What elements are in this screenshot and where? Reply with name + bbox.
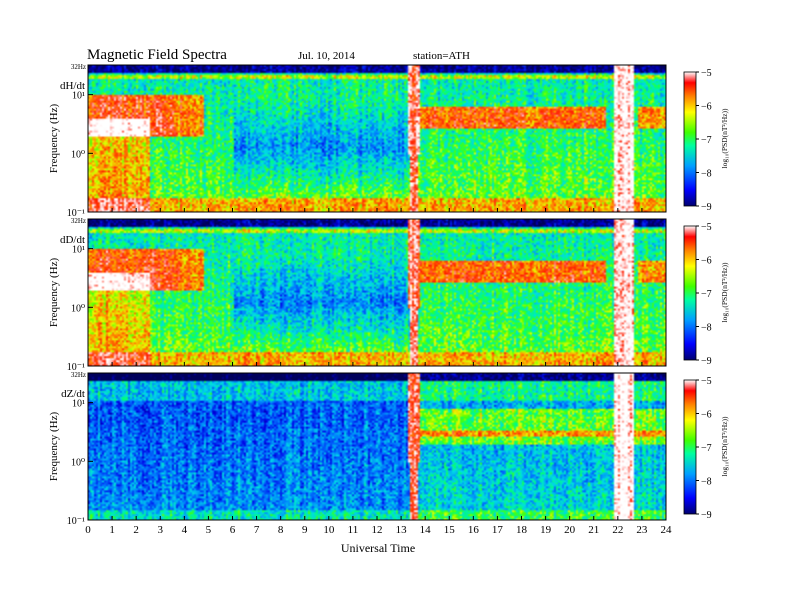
colorbar-tick-label: −9 bbox=[701, 202, 712, 213]
colorbar-scale bbox=[683, 379, 697, 515]
colorbar-label: log₁₀(PSD(nT²/Hz)) bbox=[720, 108, 729, 168]
x-tick-label: 16 bbox=[468, 524, 480, 536]
x-axis-label: Universal Time bbox=[341, 541, 415, 555]
colorbar-tick-label: −5 bbox=[701, 376, 712, 387]
x-tick-label: 9 bbox=[302, 524, 308, 536]
colorbar-tick-label: −6 bbox=[701, 410, 712, 421]
x-tick-label: 12 bbox=[372, 524, 383, 536]
y-tick-label: 10⁻¹ bbox=[67, 362, 85, 373]
colorbar-tick-label: −5 bbox=[701, 222, 712, 233]
colorbar-tick-label: −8 bbox=[701, 477, 712, 488]
x-tick-label: 5 bbox=[206, 524, 212, 536]
y-tick-label: 10⁰ bbox=[71, 457, 85, 468]
x-tick-label: 21 bbox=[588, 524, 599, 536]
y-axis-label: Frequency (Hz) bbox=[48, 258, 60, 328]
colorbar-label: log₁₀(PSD(nT²/Hz)) bbox=[720, 416, 729, 476]
x-tick-label: 23 bbox=[636, 524, 648, 536]
colorbar-tick-label: −6 bbox=[701, 256, 712, 267]
colorbar-tick-label: −9 bbox=[701, 510, 712, 521]
colorbar-scale bbox=[683, 71, 697, 207]
y-tick-label: 10⁰ bbox=[71, 303, 85, 314]
y-tick-label: 10⁰ bbox=[71, 149, 85, 160]
spectrogram-image bbox=[88, 65, 666, 212]
panel-label: dZ/dt bbox=[61, 388, 85, 400]
figure-title: Magnetic Field Spectra bbox=[87, 47, 227, 63]
x-tick-label: 11 bbox=[348, 524, 359, 536]
figure-station: station=ATH bbox=[413, 50, 470, 62]
y-axis-label: Frequency (Hz) bbox=[48, 412, 60, 482]
y-tick-label: 10¹ bbox=[72, 245, 85, 256]
y-tick-label: 10⁻¹ bbox=[67, 516, 85, 527]
x-tick-label: 13 bbox=[396, 524, 408, 536]
x-tick-label: 1 bbox=[109, 524, 115, 536]
y-tick-label: 10¹ bbox=[72, 399, 85, 410]
x-tick-label: 4 bbox=[182, 524, 188, 536]
colorbar-tick-label: −8 bbox=[701, 169, 712, 180]
colorbar: −5 −6 −7 −8 −9 log₁₀(PSD(nT²/Hz)) bbox=[683, 222, 729, 367]
colorbar-tick-label: −7 bbox=[701, 289, 712, 300]
top-frequency-label: 32Hz bbox=[71, 63, 86, 71]
y-axis-label: Frequency (Hz) bbox=[48, 104, 60, 174]
colorbar: −5 −6 −7 −8 −9 log₁₀(PSD(nT²/Hz)) bbox=[683, 68, 729, 213]
colorbar-label: log₁₀(PSD(nT²/Hz)) bbox=[720, 262, 729, 322]
x-tick-label: 14 bbox=[420, 524, 432, 536]
x-tick-label: 6 bbox=[230, 524, 236, 536]
colorbar-tick-label: −7 bbox=[701, 443, 712, 454]
x-tick-label: 7 bbox=[254, 524, 260, 536]
top-frequency-label: 32Hz bbox=[71, 371, 86, 379]
x-tick-label: 22 bbox=[612, 524, 623, 536]
x-tick-label: 18 bbox=[516, 524, 528, 536]
colorbar-tick-label: −7 bbox=[701, 135, 712, 146]
x-tick-label: 2 bbox=[133, 524, 139, 536]
panel-label: dD/dt bbox=[60, 234, 85, 246]
x-tick-label: 20 bbox=[564, 524, 576, 536]
spectrogram-image bbox=[88, 219, 666, 366]
x-tick-label: 17 bbox=[492, 524, 504, 536]
x-tick-label: 19 bbox=[540, 524, 552, 536]
colorbar-tick-label: −8 bbox=[701, 323, 712, 334]
panel-label: dH/dt bbox=[60, 80, 85, 92]
x-tick-label: 0 bbox=[85, 524, 91, 536]
figure-date: Jul. 10, 2014 bbox=[298, 50, 355, 62]
y-tick-label: 10¹ bbox=[72, 91, 85, 102]
x-tick-label: 8 bbox=[278, 524, 284, 536]
x-tick-label: 24 bbox=[661, 524, 673, 536]
colorbar-tick-label: −9 bbox=[701, 356, 712, 367]
top-frequency-label: 32Hz bbox=[71, 217, 86, 225]
colorbar-tick-label: −6 bbox=[701, 102, 712, 113]
colorbar-tick-label: −5 bbox=[701, 68, 712, 79]
spectrogram-image bbox=[88, 373, 666, 520]
x-tick-label: 15 bbox=[444, 524, 456, 536]
y-tick-label: 10⁻¹ bbox=[67, 208, 85, 219]
x-tick-label: 3 bbox=[158, 524, 164, 536]
colorbar: −5 −6 −7 −8 −9 log₁₀(PSD(nT²/Hz)) bbox=[683, 376, 729, 521]
colorbar-scale bbox=[683, 225, 697, 361]
x-tick-label: 10 bbox=[323, 524, 335, 536]
